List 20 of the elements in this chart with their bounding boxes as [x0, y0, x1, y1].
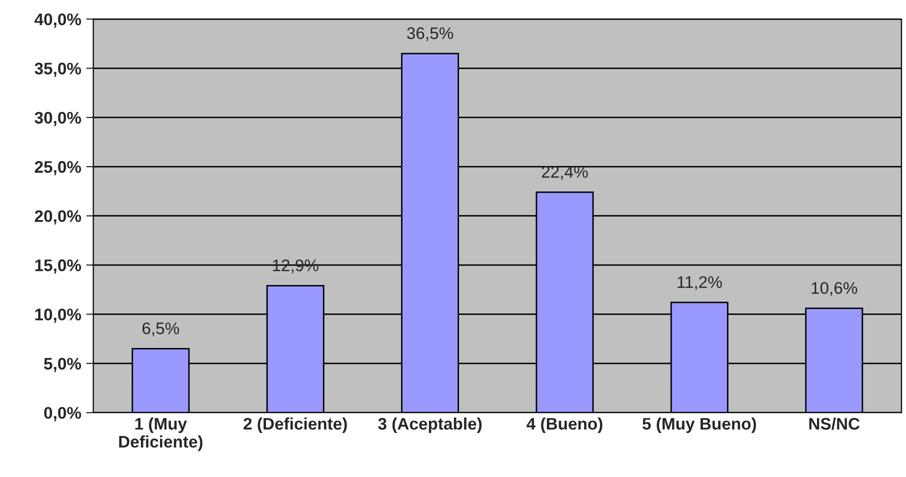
x-tick-label: 4 (Bueno): [526, 417, 602, 434]
y-tick-label: 20,0%: [34, 210, 82, 224]
x-tick-label: 3 (Aceptable): [378, 417, 482, 434]
x-tick-label: 5 (Muy Bueno): [642, 417, 756, 434]
data-label: 22,4%: [542, 166, 588, 180]
y-tick-label: 30,0%: [34, 112, 82, 126]
y-tick-label: 35,0%: [34, 62, 82, 77]
data-label: 11,2%: [678, 276, 722, 290]
x-tick-label: 1 (Muy Deficiente): [119, 417, 202, 451]
y-tick-label: 25,0%: [34, 161, 82, 176]
x-tick-label: 2 (Deficiente): [244, 417, 347, 434]
data-label: 6,5%: [142, 322, 180, 336]
data-label: 36,5%: [407, 27, 454, 42]
y-tick-label: 15,0%: [35, 259, 82, 274]
y-tick-label: 40,0%: [34, 13, 82, 28]
y-tick-label: 5,0%: [44, 358, 82, 372]
data-label: 10,6%: [812, 282, 858, 296]
y-tick-label: 0,0%: [44, 407, 82, 422]
x-tick-label: NS/NC: [809, 417, 860, 430]
y-tick-label: 10,0%: [35, 308, 82, 323]
